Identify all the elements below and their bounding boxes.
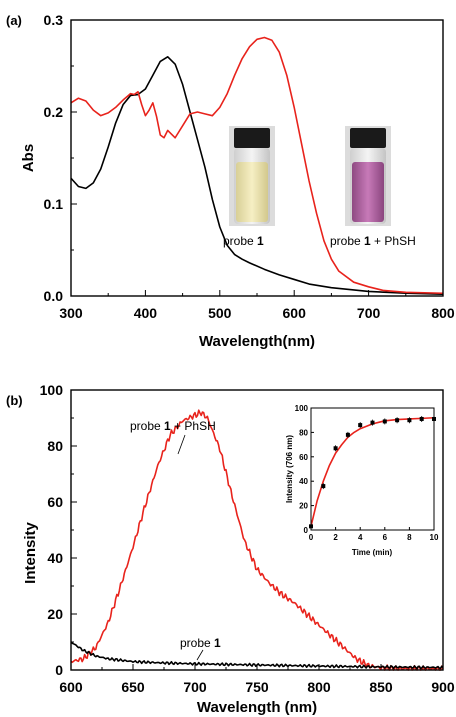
annotation-probe: probe 1 [180, 636, 221, 650]
y-tick-label: 0.3 [44, 12, 64, 28]
panel-b-xlabel: Wavelength (nm) [197, 699, 317, 716]
x-tick-label: 900 [431, 679, 455, 695]
inset-data-point [395, 418, 400, 423]
x-tick-label: 650 [121, 679, 145, 695]
x-tick-label: 500 [208, 305, 232, 321]
series-line-probe-phsh [70, 409, 444, 671]
y-tick-label: 100 [295, 404, 309, 413]
y-tick-label: 0.2 [44, 104, 64, 120]
panel-a-series [70, 36, 444, 295]
y-tick-label: 0.0 [44, 288, 64, 304]
x-tick-label: 600 [59, 679, 83, 695]
annotation-probe-pointer [196, 649, 204, 661]
inset-xlabel: Time (min) [352, 548, 393, 557]
y-tick-label: 60 [47, 494, 63, 510]
vial-probe-image [229, 126, 275, 226]
y-tick-label: 0 [304, 526, 309, 535]
series-line-probe-phsh [70, 36, 444, 295]
y-tick-label: 0.1 [44, 196, 64, 212]
inset-data-point [333, 446, 338, 451]
inset-frame [310, 407, 435, 531]
x-tick-label: 2 [333, 533, 338, 542]
inset-data-point [345, 432, 350, 437]
x-tick-label: 10 [430, 533, 439, 542]
inset-data-point [370, 420, 375, 425]
inset-data-point [382, 419, 387, 424]
panel-a-xlabel: Wavelength(nm) [199, 333, 315, 350]
panel-b-ylabel: Intensity [22, 522, 39, 584]
x-tick-label: 800 [431, 305, 455, 321]
panel-a-axes: 300 400 500 600 700 800 0.0 0.1 0.2 0.3 [44, 12, 455, 321]
x-tick-label: 0 [309, 533, 314, 542]
x-tick-label: 8 [407, 533, 412, 542]
y-tick-label: 60 [299, 453, 308, 462]
y-tick-label: 0 [55, 662, 63, 678]
annotation-probe-phsh: probe 1 + PhSH [130, 419, 216, 433]
x-tick-label: 300 [59, 305, 83, 321]
x-tick-label: 6 [383, 533, 388, 542]
inset-data-point [358, 423, 363, 428]
vial-probe-phsh-image [345, 126, 391, 226]
inset-ylabel: Intensity (706 nm) [285, 435, 294, 503]
panel-b-series [70, 409, 444, 671]
y-tick-label: 20 [47, 606, 63, 622]
x-tick-label: 400 [134, 305, 158, 321]
vial-probe-label: probe 1 [223, 234, 264, 248]
y-tick-label: 40 [299, 477, 308, 486]
series-line-probe [70, 56, 444, 295]
chart-panel-a: (a) 300 400 500 600 700 800 0.0 0.1 0.2 0.3 Wavel… [6, 12, 455, 350]
x-tick-label: 750 [245, 679, 269, 695]
inset-data-point [321, 484, 326, 489]
x-tick-label: 850 [369, 679, 393, 695]
x-tick-label: 4 [358, 533, 363, 542]
inset-data-point [407, 418, 412, 423]
inset-data-point [419, 416, 424, 421]
series-line-probe [70, 641, 444, 670]
inset-fit-curve [310, 416, 435, 527]
vial-probe-phsh-label: probe 1 + PhSH [330, 234, 416, 248]
x-tick-label: 700 [357, 305, 381, 321]
x-tick-label: 700 [183, 679, 207, 695]
panel-label-a: (a) [6, 13, 22, 28]
panel-a-frame [70, 19, 444, 297]
y-tick-label: 100 [40, 382, 64, 398]
panel-label-b: (b) [6, 393, 23, 408]
panel-b-frame [70, 389, 444, 671]
x-tick-label: 800 [307, 679, 331, 695]
x-tick-label: 600 [283, 305, 307, 321]
panel-a-ylabel: Abs [20, 144, 37, 172]
y-tick-label: 80 [299, 428, 308, 437]
annotation-probe-phsh-pointer [177, 434, 186, 455]
y-tick-label: 40 [47, 550, 63, 566]
y-tick-label: 80 [47, 438, 63, 454]
y-tick-label: 20 [299, 502, 308, 511]
